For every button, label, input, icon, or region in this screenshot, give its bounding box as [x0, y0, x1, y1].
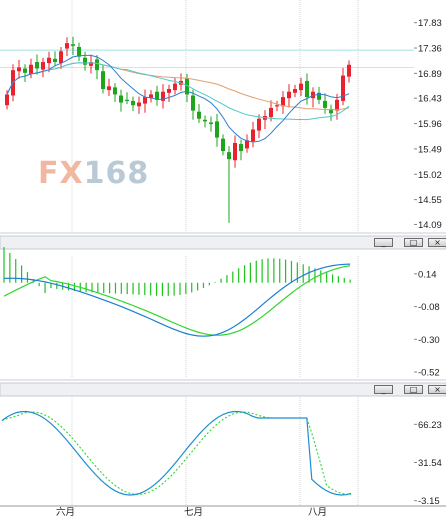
- candle-body-9: [59, 51, 63, 64]
- candle-body-41: [251, 129, 255, 142]
- candle-body-14: [89, 62, 93, 66]
- candle-body-2: [17, 67, 21, 72]
- candle-body-57: [347, 64, 351, 77]
- candle-body-38: [233, 142, 237, 161]
- candle-body-48: [293, 89, 297, 93]
- stoch-k-line: [1, 410, 352, 496]
- candle-body-37: [227, 152, 231, 160]
- x-label-0: 六月: [56, 506, 75, 518]
- candle-body-36: [221, 138, 225, 152]
- candle-body-42: [257, 118, 261, 131]
- macd-histogram: [3, 247, 351, 296]
- candle-body-20: [125, 99, 129, 102]
- sto-tick-label-2: -3.15: [418, 496, 440, 507]
- candle-body-25: [155, 91, 159, 100]
- x-label-1: 七月: [184, 507, 203, 518]
- candle-body-19: [119, 95, 123, 103]
- candle-body-10: [65, 43, 69, 49]
- price-tick-label-8: 14.09: [418, 220, 442, 231]
- sto-tick-label-1: 31.54: [418, 458, 442, 469]
- stoch-d-line: [1, 411, 352, 495]
- ma-mid-line: [6, 62, 350, 121]
- sto-tick-label-0: 66.23: [418, 420, 442, 431]
- panel1-titlebar: [0, 235, 446, 250]
- candle-body-50: [305, 80, 309, 98]
- candle-body-54: [329, 108, 333, 114]
- candle-body-22: [137, 102, 141, 107]
- x-label-2: 八月: [308, 507, 327, 518]
- panel1-close-button[interactable]: ×: [428, 238, 446, 247]
- panel2-close-button[interactable]: ×: [428, 385, 446, 394]
- candle-body-31: [191, 95, 195, 111]
- candle-body-28: [173, 83, 177, 91]
- candle-body-53: [323, 100, 327, 108]
- candle-body-15: [95, 59, 99, 71]
- candle-body-23: [143, 97, 147, 104]
- candle-body-44: [269, 107, 273, 118]
- candle-body-39: [239, 144, 243, 152]
- macd-tick-label-1: -0.08: [418, 302, 440, 313]
- candle-body-6: [41, 62, 45, 70]
- candle-body-26: [161, 91, 165, 101]
- candle-body-3: [23, 68, 27, 73]
- price-tick-label-3: 16.43: [418, 94, 442, 105]
- candle-body-13: [83, 57, 87, 65]
- price-tick-label-7: 14.55: [418, 195, 442, 206]
- price-tick-label-5: 15.49: [418, 144, 442, 155]
- price-tick-label-2: 16.89: [418, 69, 442, 80]
- candle-body-5: [35, 62, 39, 69]
- candle-body-27: [167, 89, 171, 93]
- candle-body-30: [185, 78, 189, 95]
- panel1-minimize-button[interactable]: _: [374, 238, 393, 247]
- ma-long-line: [6, 62, 350, 111]
- candle-body-52: [317, 92, 321, 100]
- candle-body-12: [77, 46, 81, 57]
- candle-body-21: [131, 100, 135, 106]
- price-tick-label-0: 17.83: [418, 18, 442, 29]
- ma-short-line: [6, 54, 350, 143]
- candle-body-0: [5, 94, 9, 106]
- candle-body-55: [335, 99, 339, 111]
- macd-tick-label-3: -0.52: [418, 368, 440, 379]
- price-tick-label-4: 15.96: [418, 119, 442, 130]
- candle-body-46: [281, 97, 285, 107]
- candle-body-33: [203, 119, 207, 122]
- panel1-restore-button[interactable]: □: [404, 238, 423, 247]
- candle-body-47: [287, 91, 291, 99]
- candle-body-49: [299, 83, 303, 91]
- panel2-minimize-button[interactable]: _: [374, 385, 393, 394]
- panel2-titlebar: [0, 382, 446, 397]
- candle-body-11: [71, 44, 75, 46]
- macd-tick-label-0: 0.14: [418, 269, 437, 280]
- macd-signal-line: [3, 265, 351, 336]
- panel2-restore-button[interactable]: □: [404, 385, 423, 394]
- price-tick-label-6: 15.02: [418, 170, 442, 181]
- candle-body-35: [215, 121, 219, 138]
- candle-body-24: [149, 94, 153, 99]
- price-tick-label-1: 17.36: [418, 44, 442, 55]
- candle-body-7: [47, 57, 51, 64]
- candle-body-40: [245, 140, 249, 149]
- candle-body-45: [275, 105, 279, 107]
- candle-body-56: [341, 75, 345, 101]
- candle-body-17: [107, 86, 111, 91]
- candle-body-4: [29, 64, 33, 74]
- candle-body-16: [101, 71, 105, 90]
- candle-body-8: [53, 58, 57, 63]
- candle-body-32: [197, 111, 201, 119]
- macd-line: [3, 263, 351, 337]
- macd-tick-label-2: -0.30: [418, 335, 440, 346]
- candle-body-34: [209, 122, 213, 125]
- candle-body-18: [113, 87, 117, 95]
